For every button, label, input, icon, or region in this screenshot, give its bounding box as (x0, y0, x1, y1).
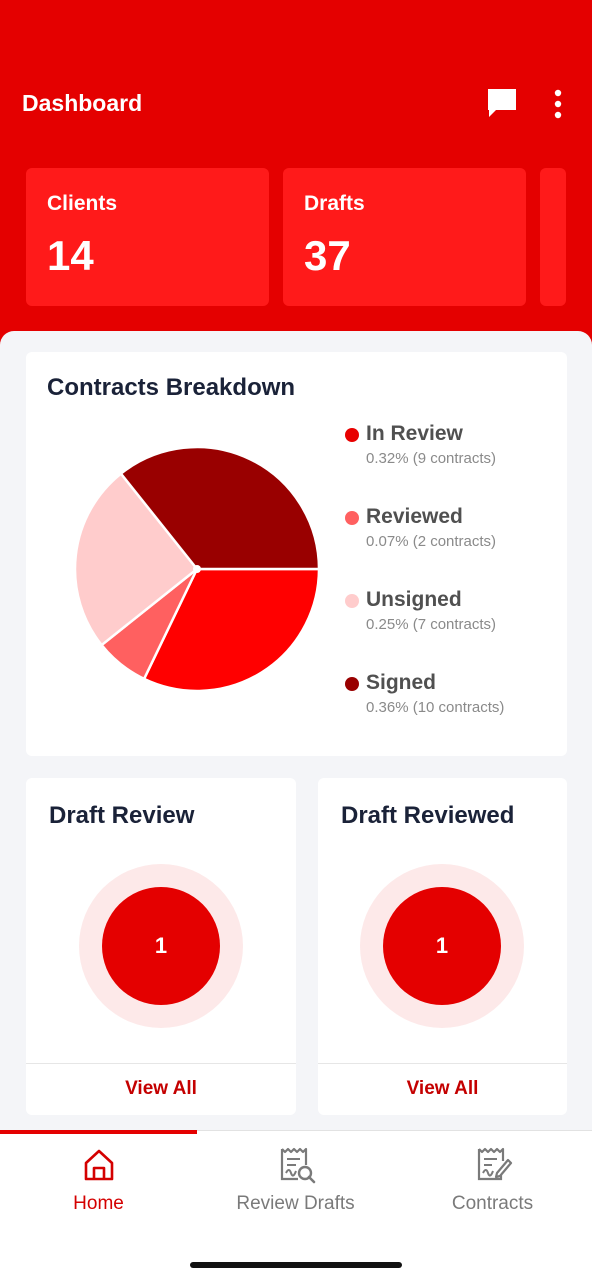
nav-label: Home (73, 1193, 124, 1214)
contracts-pie-chart (73, 445, 321, 693)
draft-review-view-all-button[interactable]: View All (125, 1078, 197, 1099)
legend-name: In Review (366, 422, 463, 445)
legend-detail: 0.32% (9 contracts) (366, 450, 497, 467)
page-title: Dashboard (22, 90, 143, 116)
nav-label: Contracts (451, 1193, 534, 1214)
stat-label: Clients (47, 192, 118, 215)
home-icon (84, 1149, 113, 1181)
pie-slice-signed (119, 445, 321, 571)
legend-dot (345, 594, 359, 608)
legend-name: Signed (366, 671, 437, 694)
pie-center-dot (193, 565, 201, 573)
legend-detail: 0.25% (7 contracts) (366, 616, 497, 633)
legend-name: Unsigned (366, 588, 462, 611)
legend-detail: 0.07% (2 contracts) (366, 533, 497, 550)
breakdown-title: Contracts Breakdown (47, 374, 296, 401)
pie-slice-unsigned (73, 472, 199, 647)
contract-signature-icon (477, 1147, 512, 1181)
draft-reviewed-card: Draft Reviewed 1 View All (318, 778, 567, 1115)
draft-review-count-ring: 1 (79, 864, 243, 1028)
nav-item-review-drafts[interactable]: Review Drafts (197, 1131, 394, 1241)
contracts-breakdown-card: Contracts Breakdown In Review 0.32% (9 c… (26, 352, 567, 756)
legend-dot (345, 428, 359, 442)
divider (318, 1063, 567, 1064)
draft-review-card: Draft Review 1 View All (26, 778, 296, 1115)
review-document-icon (280, 1147, 315, 1184)
draft-reviewed-count-ring: 1 (360, 864, 524, 1028)
draft-review-title: Draft Review (49, 802, 195, 829)
bottom-navigation: Home Review Drafts Contracts (0, 1130, 592, 1280)
draft-review-count: 1 (102, 887, 220, 1005)
legend-dot (345, 511, 359, 525)
more-vertical-icon[interactable] (548, 88, 568, 120)
home-indicator-bar (190, 1262, 402, 1268)
pie-slice-in-review (142, 567, 321, 693)
chat-icon[interactable] (485, 86, 519, 122)
stat-value: 14 (47, 232, 94, 279)
active-tab-indicator (0, 1130, 197, 1134)
stat-card-clients[interactable]: Clients 14 (26, 168, 269, 306)
legend-dot (345, 677, 359, 691)
draft-reviewed-count: 1 (383, 887, 501, 1005)
stat-label: Drafts (304, 192, 365, 215)
legend-detail: 0.36% (10 contracts) (366, 699, 505, 716)
nav-label: Review Drafts (236, 1193, 355, 1214)
stat-card-partial[interactable] (540, 168, 566, 306)
draft-reviewed-title: Draft Reviewed (341, 802, 515, 829)
nav-item-home[interactable]: Home (0, 1131, 197, 1241)
nav-item-contracts[interactable]: Contracts (394, 1131, 591, 1241)
legend-name: Reviewed (366, 505, 463, 528)
divider (26, 1063, 296, 1064)
draft-reviewed-view-all-button[interactable]: View All (406, 1078, 479, 1099)
stat-card-drafts[interactable]: Drafts 37 (283, 168, 526, 306)
stat-value: 37 (304, 232, 351, 279)
